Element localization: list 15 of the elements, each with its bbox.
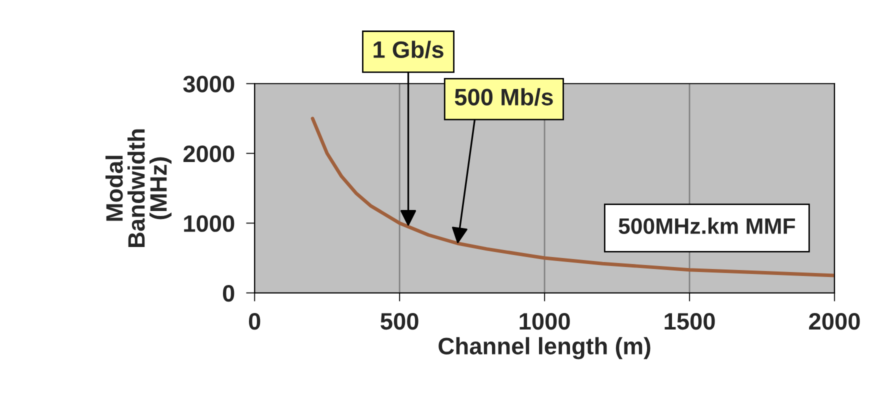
y-tick-label: 3000	[183, 76, 234, 92]
annotation: 1 Gb/s	[374, 40, 444, 58]
x-tick-label: 500	[380, 312, 418, 330]
x-tick-label: 2000	[809, 312, 860, 330]
annotation: 500MHz.km MMF	[618, 218, 796, 234]
x-tick-label: 1000	[520, 312, 570, 330]
x-tick-label: 1500	[664, 312, 715, 330]
x-tick-label: 0	[248, 312, 260, 330]
line-series	[310, 116, 834, 278]
annotation: 500 Mb/s	[454, 88, 553, 106]
y-tick-label: 0	[222, 284, 234, 302]
x-axis-title: Channel length (m)	[438, 337, 650, 360]
y-tick-label: 2000	[183, 145, 234, 162]
y-tick-label: 1000	[184, 215, 234, 232]
y-axis-title: Modal Bandwidth (MHz)	[105, 129, 172, 248]
